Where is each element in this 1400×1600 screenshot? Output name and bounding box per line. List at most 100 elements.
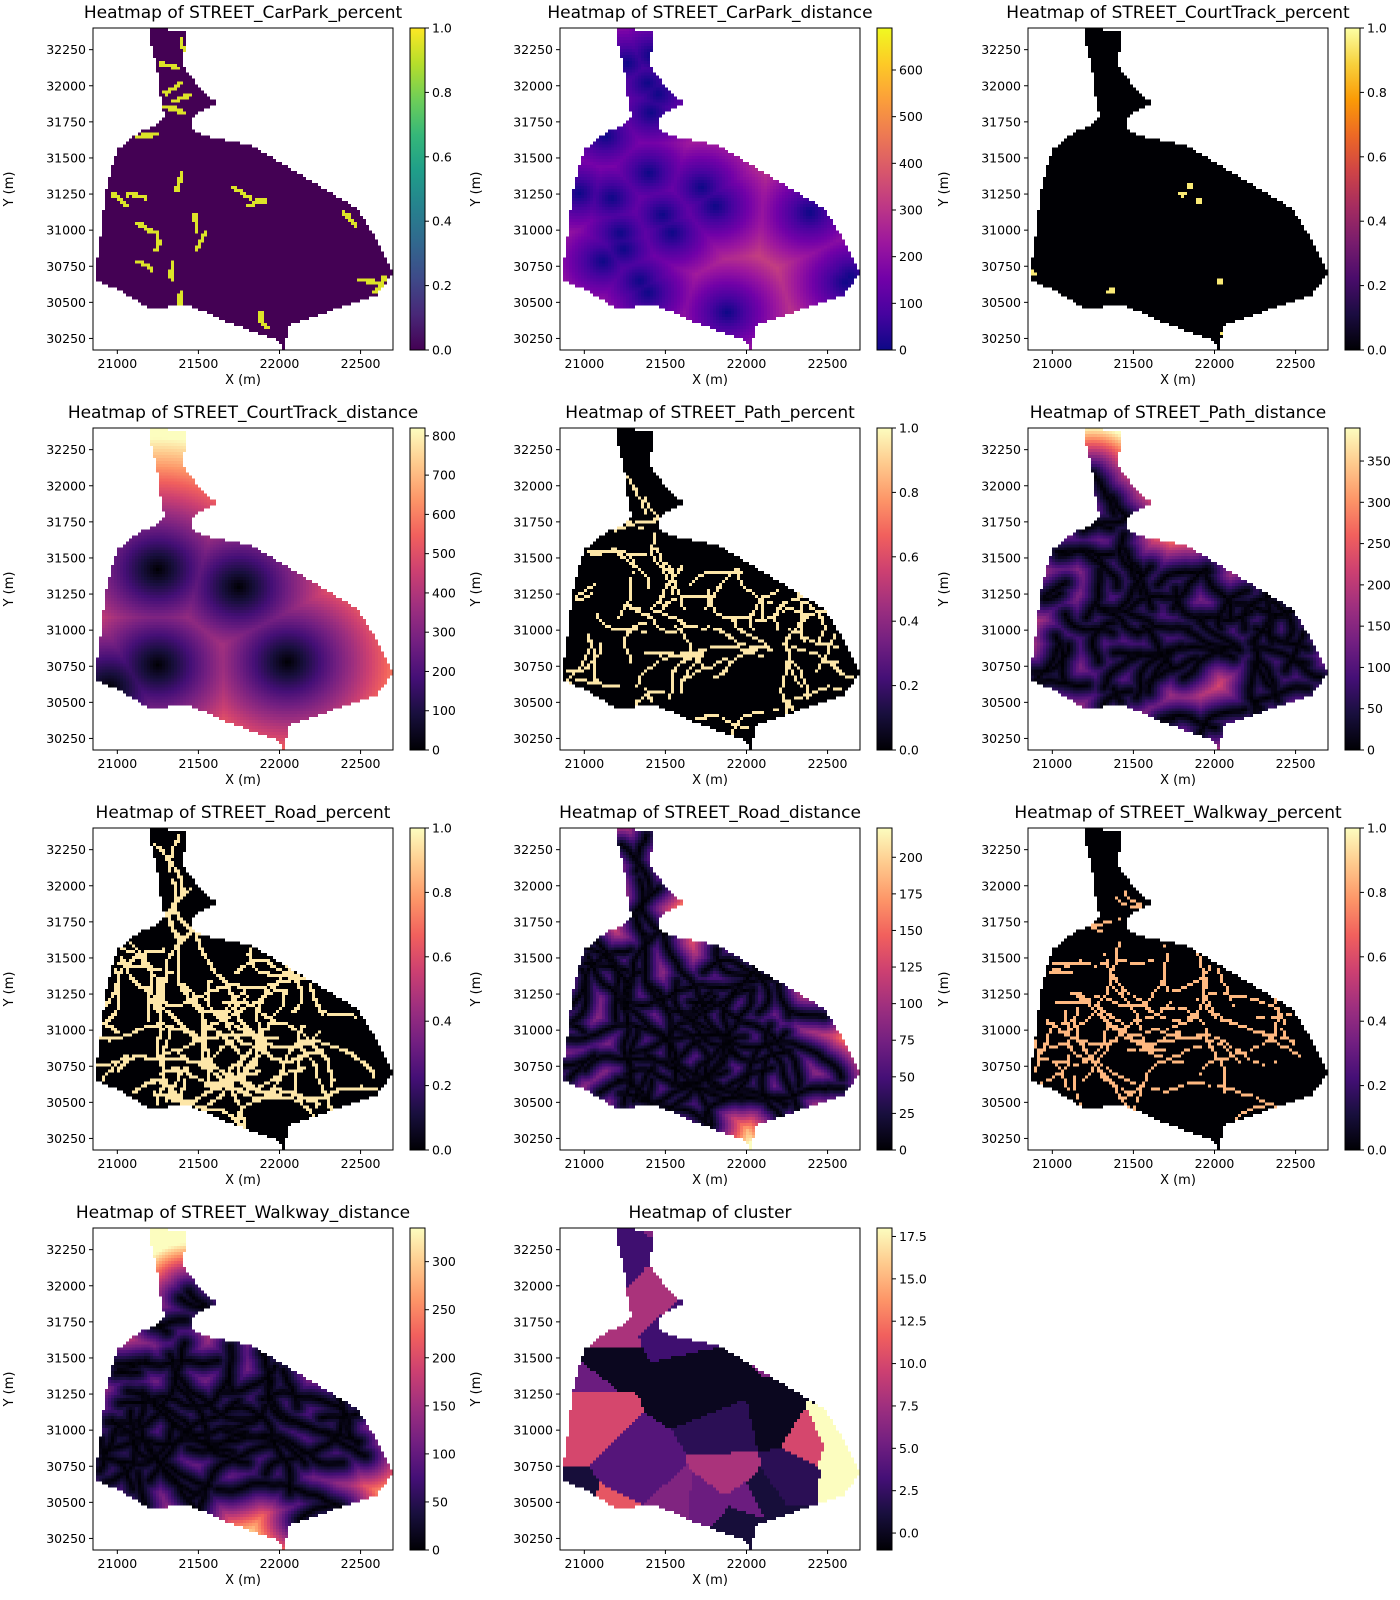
colorbar-tick-label: 250 <box>1367 536 1391 551</box>
colorbar-tick-label: 0.4 <box>432 214 452 229</box>
axes-frame <box>559 1227 861 1551</box>
colorbar-tick-label: 0.0 <box>899 1526 919 1541</box>
x-axis-label: X (m) <box>692 1573 728 1588</box>
colorbar <box>409 427 426 751</box>
colorbar-tick-label: 0.2 <box>899 678 919 693</box>
colorbar-tick-label: 0.6 <box>1367 949 1387 964</box>
colorbar-tick-label: 1.0 <box>432 821 452 836</box>
axes-frame <box>1027 427 1329 751</box>
axes-frame <box>92 827 394 1151</box>
x-axis-label: X (m) <box>1160 773 1196 788</box>
y-tick-label: 30250 <box>513 1131 553 1146</box>
y-tick-label: 31000 <box>981 623 1021 638</box>
colorbar-tick-label: 1.0 <box>1367 821 1387 836</box>
y-tick-label: 32250 <box>513 842 553 857</box>
colorbar-tick-label: 0.2 <box>1367 278 1387 293</box>
y-tick-label: 31750 <box>981 514 1021 529</box>
y-tick-label: 32250 <box>46 442 86 457</box>
y-tick-label: 31750 <box>513 514 553 529</box>
subplot-5: Heatmap of STREET_Path_percent 21000 21500… <box>469 403 919 788</box>
y-tick-label: 30500 <box>981 1095 1021 1110</box>
x-tick-label: 21000 <box>97 756 137 771</box>
colorbar-tick-label: 200 <box>1367 577 1391 592</box>
axes-frame <box>559 427 861 751</box>
x-tick-label: 21500 <box>646 1156 686 1171</box>
y-tick-label: 31500 <box>46 550 86 565</box>
y-tick-label: 31500 <box>981 150 1021 165</box>
x-tick-label: 22500 <box>808 356 848 371</box>
y-tick-label: 31750 <box>981 914 1021 929</box>
x-tick-label: 22000 <box>727 356 767 371</box>
y-tick-label: 32250 <box>513 42 553 57</box>
colorbar-tick-label: 2.5 <box>899 1483 919 1498</box>
x-axis-label: X (m) <box>225 1573 261 1588</box>
y-axis-label: Y (m) <box>2 172 17 208</box>
y-tick-label: 32250 <box>981 442 1021 457</box>
colorbar-tick-label: 100 <box>899 296 923 311</box>
subplot-6: Heatmap of STREET_Path_distance 21000 2150… <box>937 403 1391 788</box>
chart-title: Heatmap of STREET_CarPark_distance <box>547 3 872 23</box>
colorbar-tick-label: 100 <box>432 703 456 718</box>
colorbar-tick-label: 50 <box>432 1494 448 1509</box>
y-tick-label: 30750 <box>981 659 1021 674</box>
y-tick-label: 30250 <box>513 331 553 346</box>
colorbar <box>876 827 893 1151</box>
x-tick-label: 21000 <box>1032 356 1072 371</box>
subplot-3: Heatmap of STREET_CourtTrack_percent 2100… <box>937 3 1387 388</box>
y-tick-label: 31000 <box>46 1423 86 1438</box>
colorbar <box>876 1227 893 1551</box>
y-tick-label: 30750 <box>513 1059 553 1074</box>
y-tick-label: 31250 <box>513 587 553 602</box>
y-axis-label: Y (m) <box>937 172 952 208</box>
colorbar-tick-label: 600 <box>432 507 456 522</box>
colorbar-tick-label: 0 <box>899 1143 907 1158</box>
y-tick-label: 32000 <box>981 478 1021 493</box>
y-tick-label: 31500 <box>46 1350 86 1365</box>
heatmap-raster <box>560 828 860 1150</box>
y-axis-label: Y (m) <box>2 1372 17 1408</box>
y-axis-label: Y (m) <box>2 572 17 608</box>
x-tick-label: 21500 <box>1114 1156 1154 1171</box>
y-tick-label: 30500 <box>46 695 86 710</box>
colorbar-tick-label: 1.0 <box>432 21 452 36</box>
axes-frame <box>92 427 394 751</box>
colorbar-tick-label: 0.8 <box>899 485 919 500</box>
colorbar-tick-label: 300 <box>432 625 456 640</box>
y-tick-label: 31500 <box>513 150 553 165</box>
y-tick-label: 32000 <box>513 878 553 893</box>
y-tick-label: 32250 <box>981 842 1021 857</box>
y-tick-label: 31500 <box>513 550 553 565</box>
x-axis-label: X (m) <box>1160 1173 1196 1188</box>
y-tick-label: 31500 <box>513 950 553 965</box>
x-tick-label: 21500 <box>179 756 219 771</box>
colorbar-tick-label: 7.5 <box>899 1398 919 1413</box>
x-tick-label: 21000 <box>564 1556 604 1571</box>
y-tick-label: 30750 <box>513 259 553 274</box>
colorbar-tick-label: 0.0 <box>1367 343 1387 358</box>
y-tick-label: 30250 <box>513 1531 553 1546</box>
y-tick-label: 32250 <box>46 42 86 57</box>
colorbar-tick-label: 0.4 <box>899 614 919 629</box>
colorbar-tick-label: 25 <box>899 1106 915 1121</box>
colorbar-tick-label: 1.0 <box>899 421 919 436</box>
y-tick-label: 30500 <box>513 695 553 710</box>
y-tick-label: 31250 <box>981 587 1021 602</box>
colorbar-tick-label: 12.5 <box>899 1314 927 1329</box>
y-tick-label: 32000 <box>513 1278 553 1293</box>
y-tick-label: 31250 <box>46 1387 86 1402</box>
y-tick-label: 32000 <box>981 878 1021 893</box>
chart-title: Heatmap of STREET_CarPark_percent <box>84 3 403 23</box>
colorbar <box>1344 427 1361 751</box>
x-tick-label: 22500 <box>808 1556 848 1571</box>
y-axis-label: Y (m) <box>469 172 484 208</box>
y-tick-label: 32000 <box>513 78 553 93</box>
x-tick-label: 21000 <box>1032 1156 1072 1171</box>
axes-frame <box>559 827 861 1151</box>
x-tick-label: 22500 <box>808 756 848 771</box>
y-tick-label: 32250 <box>513 442 553 457</box>
y-tick-label: 31250 <box>981 987 1021 1002</box>
x-axis-label: X (m) <box>692 373 728 388</box>
subplot-2: Heatmap of STREET_CarPark_distance 21000 2… <box>469 3 923 388</box>
x-tick-label: 21500 <box>179 1156 219 1171</box>
y-tick-label: 31750 <box>46 114 86 129</box>
